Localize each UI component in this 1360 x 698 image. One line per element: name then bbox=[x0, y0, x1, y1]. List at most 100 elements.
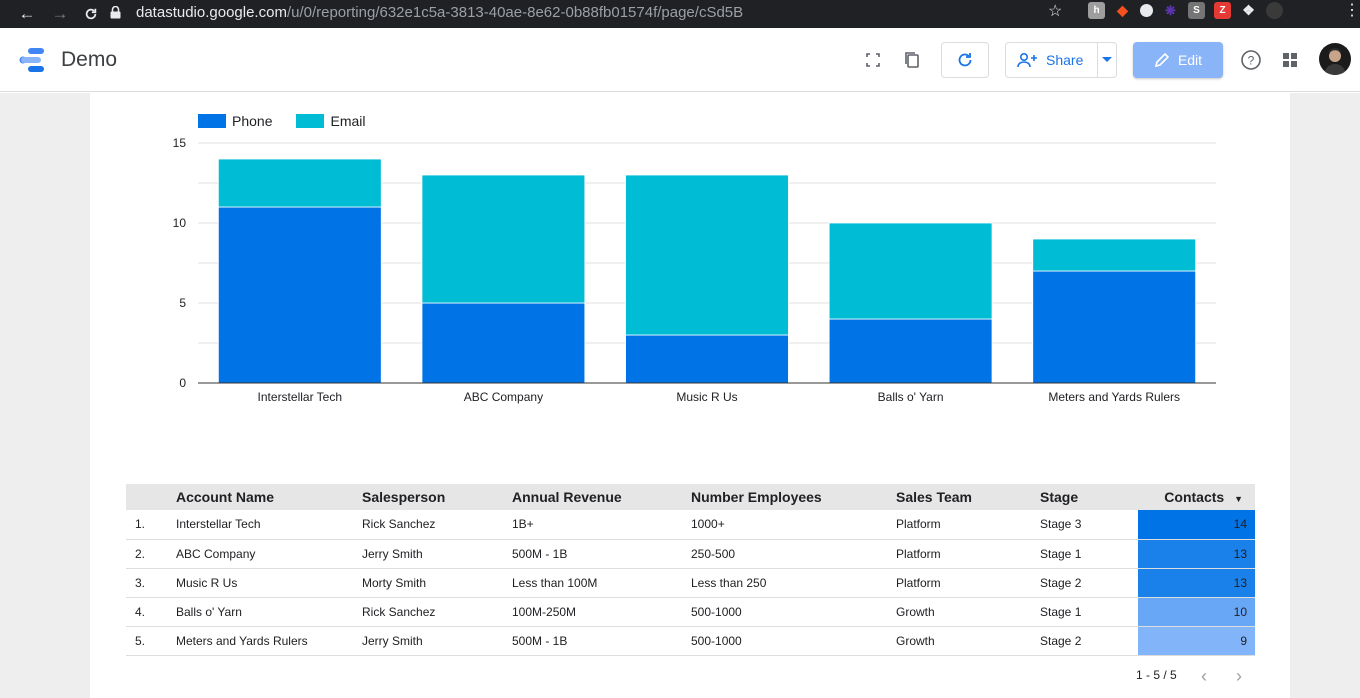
bar-email-4[interactable] bbox=[1032, 238, 1197, 272]
extension-diamond-icon[interactable]: ◆ bbox=[1117, 2, 1128, 18]
fullscreen-icon[interactable] bbox=[860, 47, 886, 73]
legend-item-email[interactable]: Email bbox=[296, 113, 366, 129]
table-row[interactable]: 2. ABC Company Jerry Smith 500M - 1B 250-500… bbox=[126, 539, 1255, 569]
column-header-stage[interactable]: Stage bbox=[1040, 484, 1138, 510]
next-page-icon[interactable]: › bbox=[1236, 666, 1242, 686]
share-main-button[interactable]: Share bbox=[1006, 43, 1098, 77]
apps-grid-icon[interactable] bbox=[1277, 47, 1303, 73]
account-avatar[interactable] bbox=[1319, 43, 1351, 75]
cell-annual-revenue: 100M-250M bbox=[512, 597, 691, 627]
column-header-number-employees[interactable]: Number Employees bbox=[691, 484, 896, 510]
add-person-icon bbox=[1017, 52, 1037, 68]
table-row[interactable]: 1. Interstellar Tech Rick Sanchez 1B+ 1000+ P… bbox=[126, 510, 1255, 540]
legend-label-email: Email bbox=[330, 113, 366, 129]
column-header-contacts[interactable]: Contacts ▼ bbox=[1138, 484, 1255, 510]
legend-item-phone[interactable]: Phone bbox=[198, 113, 272, 129]
bar-phone-0[interactable] bbox=[217, 206, 382, 384]
bar-phone-4[interactable] bbox=[1032, 270, 1197, 384]
data-studio-logo-icon[interactable] bbox=[18, 46, 48, 74]
row-index: 1. bbox=[126, 510, 176, 540]
column-header-sales-team[interactable]: Sales Team bbox=[896, 484, 1040, 510]
x-tick-label: ABC Company bbox=[464, 390, 543, 404]
cell-contacts: 13 bbox=[1138, 539, 1255, 569]
extensions-bar: h ◆ ❋ S Z ❖ bbox=[1088, 2, 1283, 19]
row-index: 4. bbox=[126, 597, 176, 627]
table-header-row: Account Name Salesperson Annual Revenue … bbox=[126, 484, 1255, 510]
bar-email-1[interactable] bbox=[421, 174, 586, 304]
row-index: 5. bbox=[126, 626, 176, 656]
bar-email-2[interactable] bbox=[625, 174, 789, 336]
table-row[interactable]: 5. Meters and Yards Rulers Jerry Smith 500M… bbox=[126, 626, 1255, 656]
legend-label-phone: Phone bbox=[232, 113, 273, 129]
cell-annual-revenue: 1B+ bbox=[512, 510, 691, 540]
cell-number-employees: 250-500 bbox=[691, 539, 896, 569]
cell-account-name: Meters and Yards Rulers bbox=[176, 626, 362, 656]
cell-annual-revenue: 500M - 1B bbox=[512, 626, 691, 656]
forward-arrow-icon[interactable]: → bbox=[51, 4, 69, 23]
cell-salesperson: Rick Sanchez bbox=[362, 597, 512, 627]
extension-icon[interactable]: h bbox=[1088, 2, 1105, 19]
reload-icon[interactable] bbox=[76, 0, 106, 28]
chart-legend: Phone Email bbox=[198, 113, 366, 129]
column-header-annual-revenue[interactable]: Annual Revenue bbox=[512, 484, 691, 510]
previous-page-icon[interactable]: ‹ bbox=[1201, 666, 1207, 686]
table-row[interactable]: 3. Music R Us Morty Smith Less than 100M Les… bbox=[126, 568, 1255, 598]
url-path: /u/0/reporting/632e1c5a-3813-40ae-8e62-0… bbox=[286, 3, 744, 21]
profile-avatar-icon[interactable] bbox=[1266, 2, 1283, 19]
edit-label: Edit bbox=[1177, 52, 1203, 68]
cell-salesperson: Jerry Smith bbox=[362, 539, 512, 569]
bar-email-0[interactable] bbox=[217, 158, 382, 208]
y-tick-label: 15 bbox=[173, 136, 187, 150]
share-label: Share bbox=[1046, 52, 1084, 68]
copy-icon[interactable] bbox=[899, 47, 925, 73]
cell-contacts: 9 bbox=[1138, 626, 1255, 656]
row-index: 2. bbox=[126, 539, 176, 569]
row-index: 3. bbox=[126, 568, 176, 598]
cell-stage: Stage 2 bbox=[1040, 568, 1138, 598]
legend-swatch-phone bbox=[198, 114, 226, 128]
bar-email-3[interactable] bbox=[828, 222, 993, 320]
legend-swatch-email bbox=[296, 114, 325, 128]
extension-gear-icon[interactable]: ❋ bbox=[1165, 2, 1176, 18]
pagination-label: 1 - 5 / 5 bbox=[1136, 668, 1177, 682]
cell-sales-team: Platform bbox=[896, 539, 1040, 569]
extension-circle-icon[interactable] bbox=[1140, 4, 1153, 17]
share-button[interactable]: Share bbox=[1005, 42, 1117, 78]
cell-stage: Stage 1 bbox=[1040, 539, 1138, 569]
lock-icon bbox=[110, 5, 126, 19]
cell-contacts: 13 bbox=[1138, 568, 1255, 598]
cell-number-employees: 500-1000 bbox=[691, 626, 896, 656]
report-title[interactable]: Demo bbox=[61, 48, 118, 71]
bar-phone-2[interactable] bbox=[625, 334, 789, 384]
extension-s-icon[interactable]: S bbox=[1188, 2, 1205, 19]
share-dropdown-icon[interactable] bbox=[1098, 57, 1116, 63]
bookmark-star-icon[interactable]: ☆ bbox=[1048, 3, 1063, 20]
column-header-salesperson[interactable]: Salesperson bbox=[362, 484, 512, 510]
browser-menu-icon[interactable]: ⋮ bbox=[1344, 2, 1360, 19]
y-tick-label: 10 bbox=[173, 216, 187, 230]
cell-sales-team: Growth bbox=[896, 626, 1040, 656]
bar-phone-3[interactable] bbox=[828, 318, 993, 384]
refresh-data-button[interactable] bbox=[941, 42, 989, 78]
help-icon[interactable]: ? bbox=[1238, 47, 1264, 73]
table-header-index bbox=[126, 484, 176, 510]
bar-phone-1[interactable] bbox=[421, 302, 586, 384]
cell-sales-team: Platform bbox=[896, 568, 1040, 598]
refresh-icon bbox=[958, 53, 972, 67]
cell-salesperson: Morty Smith bbox=[362, 568, 512, 598]
sort-descending-icon: ▼ bbox=[1234, 494, 1243, 504]
x-tick-label: Meters and Yards Rulers bbox=[1048, 390, 1180, 404]
url-host: datastudio.google.com bbox=[136, 3, 287, 21]
back-arrow-icon[interactable]: ← bbox=[18, 4, 36, 23]
app-header: Demo Share Edit ? bbox=[0, 28, 1360, 92]
table-row[interactable]: 4. Balls o' Yarn Rick Sanchez 100M-250M 500-… bbox=[126, 597, 1255, 627]
pencil-icon bbox=[1154, 52, 1170, 68]
edit-button[interactable]: Edit bbox=[1133, 42, 1223, 78]
column-header-account-name[interactable]: Account Name bbox=[176, 484, 362, 510]
column-header-contacts-label: Contacts bbox=[1164, 489, 1225, 505]
extension-z-icon[interactable]: Z bbox=[1214, 2, 1231, 19]
address-bar[interactable]: datastudio.google.com/u/0/reporting/632e… bbox=[110, 0, 1075, 24]
extensions-puzzle-icon[interactable]: ❖ bbox=[1242, 2, 1255, 18]
cell-account-name: Music R Us bbox=[176, 568, 362, 598]
y-tick-label: 5 bbox=[179, 296, 186, 310]
